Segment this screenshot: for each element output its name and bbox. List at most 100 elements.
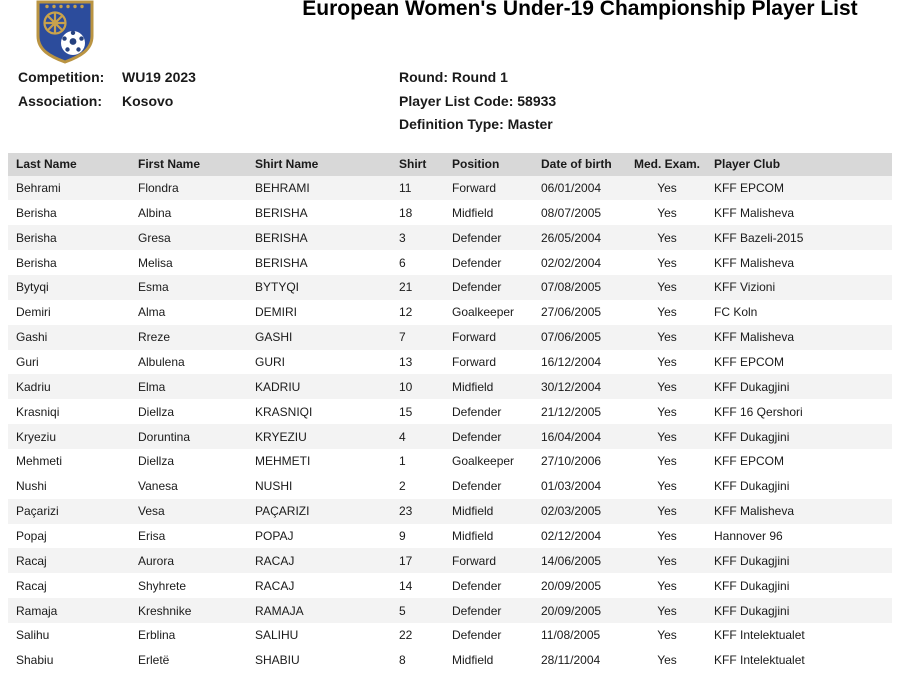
table-cell: Midfield xyxy=(452,528,494,543)
table-cell: Demiri xyxy=(16,305,51,320)
table-cell: Kadriu xyxy=(8,374,130,400)
table-cell: Diellza xyxy=(138,454,175,469)
table-cell: Rreze xyxy=(130,324,247,350)
table-cell: Vesa xyxy=(130,498,247,524)
table-cell: 02/03/2005 xyxy=(533,498,628,524)
table-cell: KFF Dukagjini xyxy=(706,548,892,574)
table-cell: Melisa xyxy=(138,255,173,270)
table-cell: KRASNIQI xyxy=(255,404,313,419)
table-row: Shabiu Erletë SHABIU 8 Midfield 28/11/2004 Yes… xyxy=(8,648,892,673)
association-row: Association: Kosovo xyxy=(18,90,196,114)
table-cell: Forward xyxy=(452,354,497,369)
table-cell: Flondra xyxy=(130,175,247,201)
table-cell: Behrami xyxy=(8,175,130,201)
table-cell: Shabiu xyxy=(16,653,54,668)
table-cell: Defender xyxy=(444,274,533,300)
table-cell: 7 xyxy=(391,324,444,350)
table-cell: Yes xyxy=(628,498,706,524)
wheel-emblem xyxy=(43,11,67,35)
table-cell: KFF Malisheva xyxy=(706,498,892,524)
table-cell: Midfield xyxy=(452,653,494,668)
table-cell: KFF Intelektualet xyxy=(714,628,805,643)
page-title: European Women's Under-19 Championship P… xyxy=(302,0,858,20)
table-row: Paçarizi Vesa PAÇARIZI 23 Midfield 02/03/2005… xyxy=(8,498,892,524)
table-cell: Yes xyxy=(657,404,677,419)
table-cell: Yes xyxy=(628,324,706,350)
table-head: Last Name First Name Shirt Name Shirt Positi… xyxy=(8,153,892,176)
table-cell: PAÇARIZI xyxy=(247,498,391,524)
table-cell: Yes xyxy=(628,225,706,251)
table-cell: Paçarizi xyxy=(8,498,130,524)
table-row: Demiri Alma DEMIRI 12 Goalkeeper 27/06/2005 Ye… xyxy=(8,300,892,325)
table-row: Mehmeti Diellza MEHMETI 1 Goalkeeper 27/10/20… xyxy=(8,449,892,474)
table-row: Berisha Albina BERISHA 18 Midfield 08/07/2005… xyxy=(8,200,892,225)
table-cell: Elma xyxy=(130,374,247,400)
player-list-code-value: 58933 xyxy=(517,92,557,109)
table-row: Berisha Gresa BERISHA 3 Defender 26/05/2004 Ye… xyxy=(8,225,892,251)
table-cell: Yes xyxy=(657,578,677,593)
table-cell: Guri xyxy=(16,354,39,369)
table-cell: Yes xyxy=(657,628,677,643)
table-cell: 08/07/2005 xyxy=(541,205,602,220)
table-cell: Goalkeeper xyxy=(452,305,515,320)
table-cell: 07/08/2005 xyxy=(533,274,628,300)
column-header-date-of-birth: Date of birth xyxy=(533,153,628,176)
table-cell: RAMAJA xyxy=(247,598,391,623)
column-header-shirt-name: Shirt Name xyxy=(247,153,391,176)
table-row: Popaj Erisa POPAJ 9 Midfield 02/12/2004 Yes Han… xyxy=(8,524,892,549)
table-cell: Forward xyxy=(444,175,533,201)
table-cell: KADRIU xyxy=(247,374,391,400)
competition-value: WU19 2023 xyxy=(122,69,196,85)
table-cell: KFF Dukagjini xyxy=(714,479,790,494)
table-cell: 20/09/2005 xyxy=(541,578,602,593)
competition-row: Competition: WU19 2023 xyxy=(18,66,196,90)
table-cell: Yes xyxy=(628,598,706,623)
table-cell: 12 xyxy=(399,305,413,320)
table-cell: 07/06/2005 xyxy=(533,324,628,350)
table-cell: Hannover 96 xyxy=(714,528,783,543)
table-cell: Defender xyxy=(452,578,502,593)
table-cell: MEHMETI xyxy=(255,454,311,469)
table-cell: KFF Malisheva xyxy=(714,205,795,220)
table-cell: SHABIU xyxy=(255,653,300,668)
info-block-left: Competition: WU19 2023 Association: Kosovo xyxy=(18,66,196,113)
table-cell: RACAJ xyxy=(247,548,391,574)
table-cell: Yes xyxy=(657,454,677,469)
table-cell: 9 xyxy=(399,528,406,543)
table-cell: 11/08/2005 xyxy=(541,628,601,643)
column-header-position: Position xyxy=(444,153,533,176)
table-cell: 6 xyxy=(399,255,406,270)
player-list-code-label: Player List Code: xyxy=(399,92,514,109)
round-value: Round 1 xyxy=(451,69,508,85)
column-header-last-name: Last Name xyxy=(8,153,130,176)
table-cell: Goalkeeper xyxy=(452,454,515,469)
table-cell: 21 xyxy=(391,274,444,300)
table-cell: Yes xyxy=(657,255,677,270)
table-cell: BYTYQI xyxy=(247,274,391,300)
table-cell: Yes xyxy=(657,205,677,220)
round-label: Round: xyxy=(399,69,448,85)
table-cell: Yes xyxy=(628,274,706,300)
table-cell: BERISHA xyxy=(247,225,391,251)
table-cell: 14/06/2005 xyxy=(533,548,628,574)
table-cell: POPAJ xyxy=(255,528,294,543)
table-cell: 17 xyxy=(391,548,444,574)
table-cell: Forward xyxy=(444,548,533,574)
table-cell: Yes xyxy=(628,548,706,574)
table-cell: 16/04/2004 xyxy=(533,424,628,449)
table-cell: Yes xyxy=(657,653,677,668)
table-cell: Vanesa xyxy=(138,479,178,494)
table-row: Gashi Rreze GASHI 7 Forward 07/06/2005 Yes KFF … xyxy=(8,324,892,350)
football-emblem xyxy=(61,30,85,55)
table-cell: Yes xyxy=(628,175,706,201)
player-list-code-row: Player List Code: 58933 xyxy=(399,90,556,114)
table-header-row: Last Name First Name Shirt Name Shirt Positi… xyxy=(8,153,892,176)
column-header-first-name: First Name xyxy=(130,153,247,176)
table-cell: 3 xyxy=(391,225,444,251)
table-cell: Aurora xyxy=(130,548,247,574)
table-cell: Defender xyxy=(444,424,533,449)
table-cell: 01/03/2004 xyxy=(541,479,602,494)
shield-shape xyxy=(36,0,94,64)
definition-type-label: Definition Type: xyxy=(399,116,504,132)
